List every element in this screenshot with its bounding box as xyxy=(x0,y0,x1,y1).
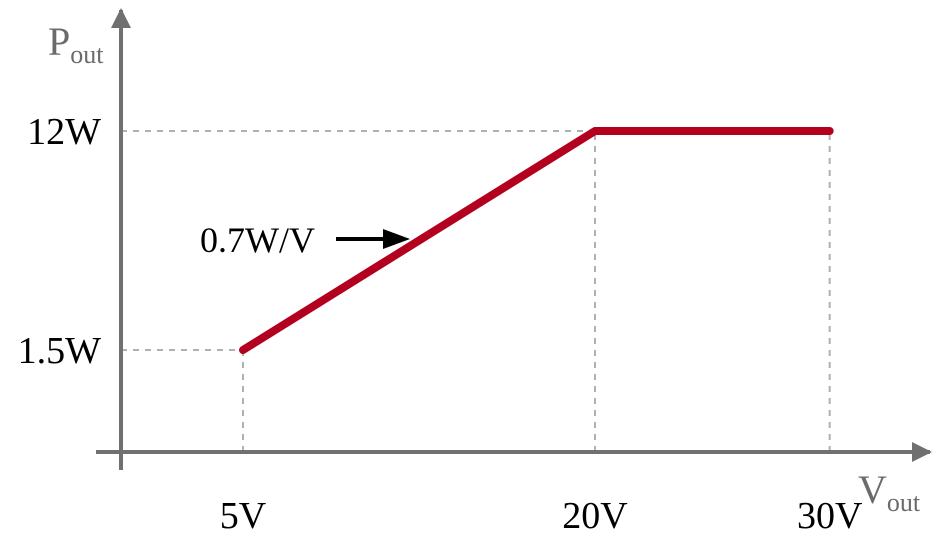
x-tick-label: 20V xyxy=(562,495,628,537)
y-axis-title: Pout xyxy=(48,19,104,69)
guide-lines xyxy=(121,130,831,452)
tick-labels: 5V 20V 30V 1.5W 12W xyxy=(18,111,863,537)
power-curve-line xyxy=(239,127,834,354)
slope-annotation: 0.7W/V xyxy=(200,220,315,260)
x-tick-label: 5V xyxy=(220,495,267,537)
y-tick-label: 1.5W xyxy=(18,330,102,372)
y-tick-label: 12W xyxy=(27,111,101,153)
series-layer xyxy=(239,127,834,354)
x-tick-label: 30V xyxy=(797,495,863,537)
x-axis-title: Vout xyxy=(858,467,921,517)
annotation-arrow xyxy=(336,229,410,249)
